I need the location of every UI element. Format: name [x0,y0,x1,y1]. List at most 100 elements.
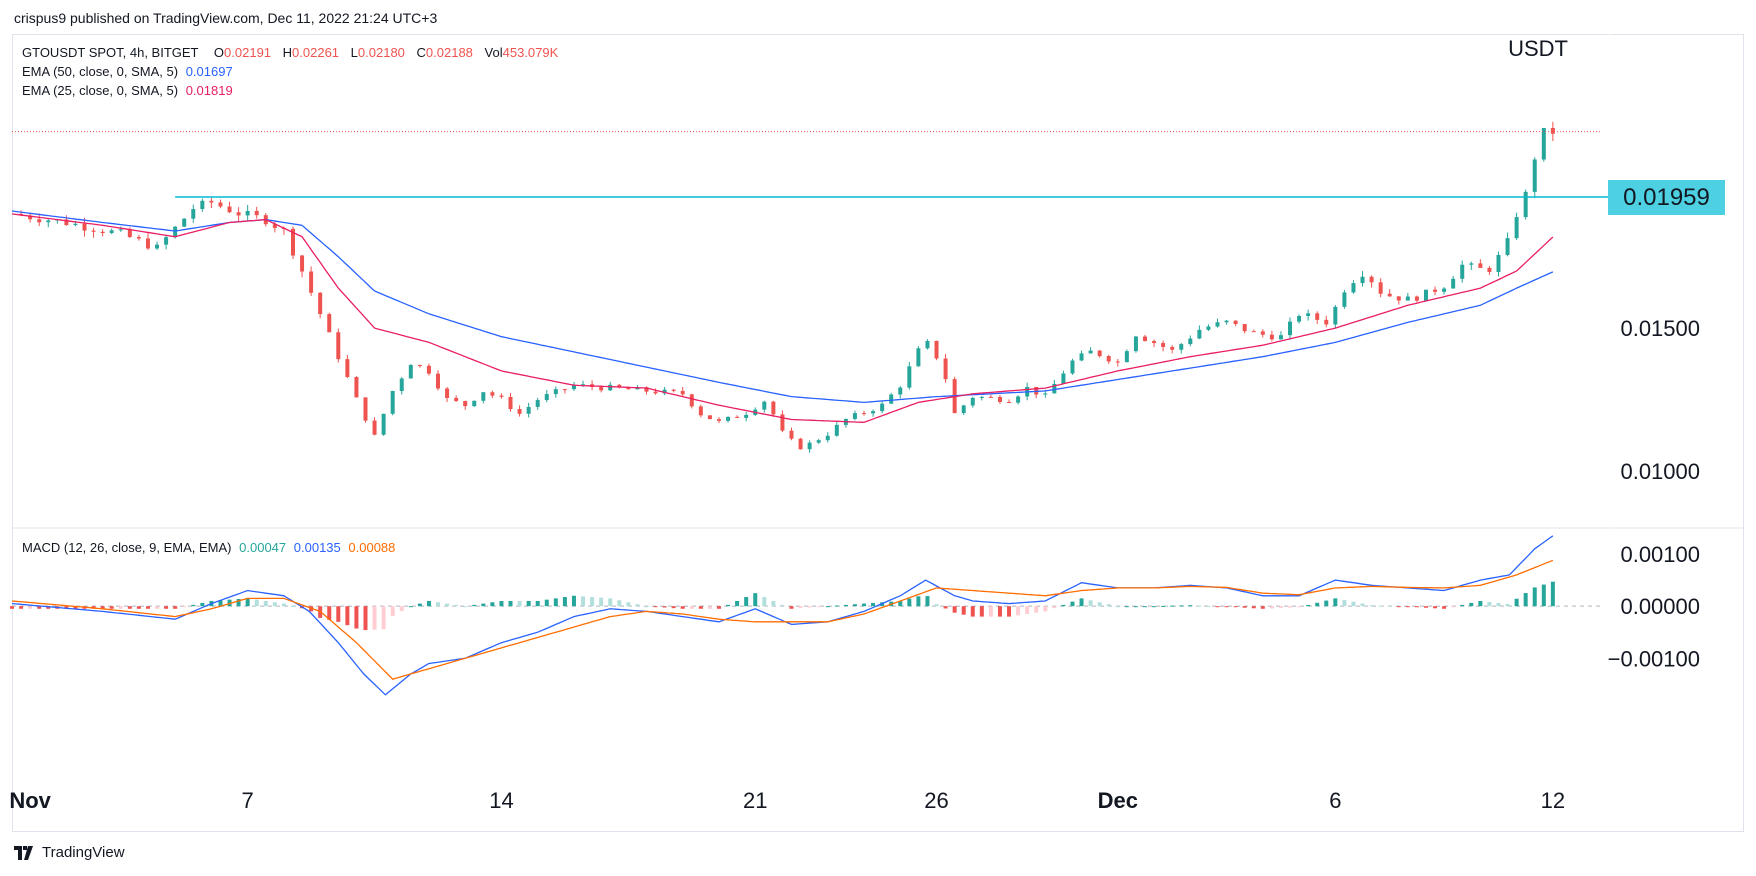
candle-body [91,230,96,232]
candle-body [309,271,314,293]
chart-frame [12,34,1744,832]
histogram-bar [436,602,441,607]
volume-label: Vol [484,45,503,60]
histogram-bar [716,606,721,609]
date-tick-label: Dec [1098,788,1138,813]
candle-body [1460,264,1465,279]
candle-body [599,387,604,391]
open-value: 0.02191 [224,45,272,60]
macd-label: MACD (12, 26, close, 9, EMA, EMA) [22,540,232,555]
histogram-bar [1124,606,1129,608]
hline-price-badge[interactable]: 0.01959 [1608,180,1725,216]
histogram-bar [807,606,812,608]
candle-body [1133,336,1138,352]
histogram-bar [417,603,422,607]
histogram-bar [599,597,604,607]
candle-body [1306,313,1311,316]
candle-body [997,397,1002,403]
histogram-bar [1378,605,1383,607]
histogram-bar [127,606,132,609]
candle-body [1333,306,1338,325]
candle-body [907,366,912,388]
candle-body [1269,334,1274,340]
histogram-bar [336,606,341,622]
candle-body [64,219,69,226]
candle-body [37,219,42,223]
histogram-bar [236,599,241,607]
histogram-bar [1315,602,1320,607]
histogram-bar [1043,606,1048,612]
candle-body [363,397,368,421]
histogram-bar [390,606,395,616]
histogram-bar [1224,606,1229,608]
histogram-bar [535,600,540,607]
publisher-caption: crispus9 published on TradingView.com, D… [14,10,438,26]
histogram-bar [200,602,205,607]
histogram-bar [553,598,558,607]
histogram-bar [1079,598,1084,607]
histogram-bar [726,604,731,607]
candle-body [127,229,132,238]
histogram-bar [1414,606,1419,608]
histogram-bar [64,606,69,609]
ema25-label: EMA (25, close, 0, SMA, 5) [22,83,179,98]
candle-body [1097,350,1102,357]
histogram-bar [191,604,196,607]
candle-body [191,209,196,219]
footer: TradingView [14,844,125,861]
histogram-bar [173,606,178,609]
histogram-bar [1115,606,1120,608]
histogram-bar [1179,605,1184,607]
histogram-bar [345,606,350,626]
histogram-bar [771,600,776,607]
histogram-bar [997,606,1002,617]
high-label: H [282,45,293,60]
histogram-bar [1097,602,1102,607]
close-value: 0.02188 [425,45,473,60]
low-label: L [350,45,358,60]
histogram-bar [635,604,640,607]
histogram-bar [1152,606,1157,608]
candle-body [318,292,323,315]
histogram-bar [1052,606,1057,609]
candle-body [1550,127,1555,134]
histogram-bar [363,606,368,631]
histogram-bar [1387,605,1392,607]
histogram-bar [517,600,522,607]
candle-body [1505,238,1510,255]
histogram-bar [617,600,622,607]
histogram-bar [1251,606,1256,609]
histogram-bar [744,597,749,607]
histogram-bar [399,606,404,612]
histogram-bar [1360,603,1365,607]
close-label: C [416,45,426,60]
candle-body [825,435,830,441]
histogram-bar [1142,606,1147,608]
histogram-bar [327,606,332,620]
candle-body [1396,296,1401,301]
histogram-bar [662,606,667,608]
histogram-bar [1514,598,1519,607]
histogram-bar [1007,606,1012,617]
signal-line [11,559,1554,680]
histogram-bar [1106,604,1111,607]
indicator-lines [11,131,1610,696]
histogram-bar [852,604,857,607]
histogram-bar [644,606,649,608]
histogram-bar [281,603,286,607]
histogram-bar [10,606,14,609]
candle-body [426,365,431,374]
histogram-bar [1550,581,1555,607]
candle-body [445,388,450,398]
candle-body [272,224,277,229]
histogram-bar [408,606,413,608]
candle-body [626,387,631,390]
histogram-bar [1351,601,1356,607]
histogram-bar [925,596,930,607]
candle-body [934,340,939,359]
histogram-bar [1188,605,1193,607]
histogram-bar [735,600,740,607]
histogram-bar [100,606,105,609]
macd-tick-label: −0.00100 [1608,646,1700,671]
